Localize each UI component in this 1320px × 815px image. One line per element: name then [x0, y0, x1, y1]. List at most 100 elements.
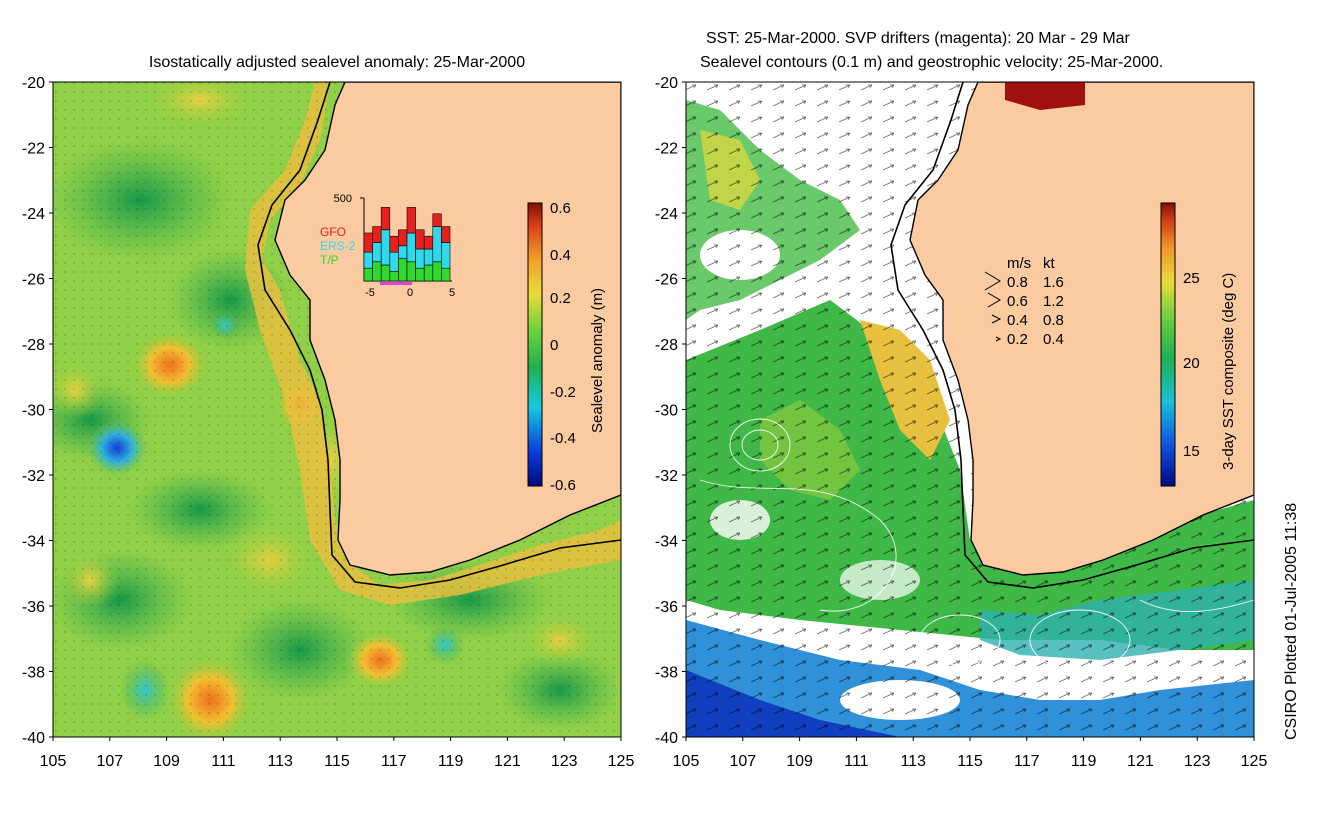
- speed-legend-header-kt: kt: [1043, 255, 1056, 272]
- right-x-axis: 105 107 109 111 113 115 117 119 121 123 125: [673, 737, 1268, 770]
- x-tick-label: 109: [786, 753, 813, 770]
- sst-tick-15: 15: [1183, 443, 1200, 460]
- inset-bar-ers: [381, 230, 390, 265]
- y-tick-label: -26: [22, 272, 45, 289]
- x-tick-label: 105: [673, 753, 700, 770]
- x-tick-label: 125: [1241, 753, 1268, 770]
- inset-bar-tp: [424, 265, 433, 281]
- inset-bar-tp: [398, 259, 407, 281]
- y-tick-label: -26: [655, 272, 678, 289]
- speed-kt-1: 1.2: [1043, 293, 1064, 310]
- x-tick-label: 109: [153, 753, 180, 770]
- inset-bar-tp: [407, 262, 416, 281]
- left-panel-title: Isostatically adjusted sealevel anomaly:…: [149, 54, 525, 71]
- inset-bar-gfo: [416, 230, 425, 249]
- x-tick-label: 113: [267, 753, 293, 770]
- inset-bar-gfo: [398, 230, 407, 246]
- x-tick-label: 123: [551, 753, 578, 770]
- y-tick-label: -28: [655, 337, 678, 354]
- sst-tick-20: 20: [1183, 355, 1200, 372]
- inset-bar-ers: [424, 249, 433, 265]
- y-tick-label: -32: [655, 468, 678, 485]
- x-tick-label: 107: [729, 753, 756, 770]
- plotted-stamp: CSIRO Plotted 01-Jul-2005 11:38: [1283, 503, 1300, 740]
- inset-bar-ers: [416, 249, 425, 268]
- y-tick-label: -38: [22, 665, 45, 682]
- x-tick-label: 113: [900, 753, 926, 770]
- y-tick-label: -34: [22, 534, 45, 551]
- speed-kt-3: 0.4: [1043, 331, 1064, 348]
- right-y-axis: -20 -22 -24 -26 -28 -30 -32 -34 -36 -38 -40: [655, 75, 686, 747]
- inset-bar-ers: [373, 243, 382, 262]
- speed-ms-2: 0.4: [1007, 312, 1028, 329]
- inset-bar-tp: [433, 262, 442, 281]
- inset-legend-tp: T/P: [320, 253, 339, 267]
- x-tick-label: 117: [381, 753, 407, 770]
- inset-x-tick-left: -5: [365, 287, 375, 299]
- sla-tick-5: -0.2: [550, 384, 576, 401]
- right-panel-title-line1: SST: 25-Mar-2000. SVP drifters (magenta)…: [706, 30, 1131, 47]
- inset-bar-tp: [373, 262, 382, 281]
- x-tick-label: 107: [96, 753, 123, 770]
- speed-ms-1: 0.6: [1007, 293, 1028, 310]
- sla-tick-6: -0.4: [550, 430, 576, 447]
- x-tick-label: 121: [1127, 753, 1154, 770]
- speed-ms-0: 0.8: [1007, 274, 1028, 291]
- inset-bar-gfo: [424, 236, 433, 249]
- speed-kt-0: 1.6: [1043, 274, 1064, 291]
- x-tick-label: 115: [324, 753, 350, 770]
- x-tick-label: 115: [957, 753, 983, 770]
- sla-tick-1: 0.6: [550, 200, 571, 217]
- inset-bar-gfo: [441, 227, 450, 243]
- inset-legend-ers2: ERS-2: [320, 239, 356, 253]
- inset-bar-ers: [390, 252, 399, 271]
- y-tick-label: -28: [22, 337, 45, 354]
- right-panel-title-line2: Sealevel contours (0.1 m) and geostrophi…: [700, 54, 1163, 71]
- inset-bar-tp: [441, 268, 450, 281]
- speed-legend-header-ms: m/s: [1007, 255, 1031, 272]
- inset-bar-gfo: [433, 214, 442, 227]
- x-tick-label: 111: [844, 753, 868, 770]
- inset-bar-gfo: [407, 207, 416, 233]
- inset-bar-gfo: [381, 207, 390, 229]
- inset-bar-ers: [407, 233, 416, 262]
- inset-bar-gfo: [364, 233, 373, 252]
- y-tick-label: -30: [22, 403, 45, 420]
- y-tick-label: -32: [22, 468, 45, 485]
- y-tick-label: -36: [22, 599, 45, 616]
- inset-bar-ers: [441, 243, 450, 269]
- x-tick-label: 125: [608, 753, 635, 770]
- inset-bar-gfo: [373, 227, 382, 243]
- left-y-axis: -20 -22 -24 -26 -28 -30 -32 -34 -36 -38 -40: [22, 75, 53, 747]
- sla-colorbar-label: Sealevel anomaly (m): [589, 288, 606, 433]
- y-tick-label: -24: [655, 206, 678, 223]
- y-tick-label: -38: [655, 665, 678, 682]
- x-tick-label: 121: [494, 753, 521, 770]
- inset-y-tick: 500: [334, 193, 352, 205]
- inset-drifter-span: [380, 282, 412, 285]
- sst-colorbar-label: 3-day SST composite (deg C): [1220, 273, 1237, 470]
- y-tick-label: -30: [655, 403, 678, 420]
- inset-x-tick-right: 5: [449, 287, 455, 299]
- y-tick-label: -40: [22, 730, 45, 747]
- inset-bar-ers: [433, 227, 442, 262]
- sla-tick-2: 0.4: [550, 247, 571, 264]
- x-tick-label: 119: [1071, 753, 1097, 770]
- y-tick-label: -34: [655, 534, 678, 551]
- x-tick-label: 119: [438, 753, 464, 770]
- y-tick-label: -24: [22, 206, 45, 223]
- inset-bar-tp: [390, 271, 399, 281]
- y-tick-label: -22: [655, 141, 678, 158]
- speed-ms-3: 0.2: [1007, 331, 1028, 348]
- x-tick-label: 117: [1014, 753, 1040, 770]
- x-tick-label: 123: [1184, 753, 1211, 770]
- y-tick-label: -22: [22, 141, 45, 158]
- inset-bar-tp: [416, 268, 425, 281]
- inset-bar-tp: [381, 265, 390, 281]
- inset-bar-tp: [364, 268, 373, 281]
- left-x-axis: 105 107 109 111 113 115 117 119 121 123 125: [40, 737, 635, 770]
- y-tick-label: -40: [655, 730, 678, 747]
- inset-x-tick-center: 0: [407, 287, 413, 299]
- sla-tick-4: 0: [550, 337, 558, 354]
- inset-bar-ers: [364, 252, 373, 268]
